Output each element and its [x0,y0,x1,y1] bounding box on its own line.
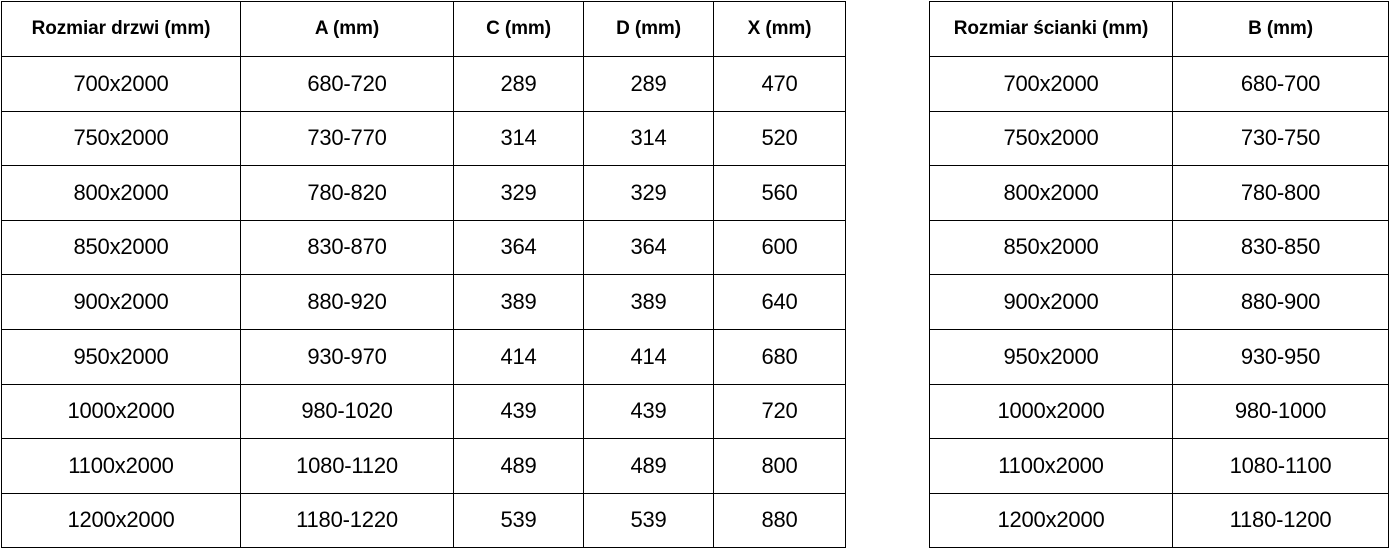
cell-door-size: 950x2000 [1,328,241,385]
column-header-door-size: Rozmiar drzwi (mm) [1,1,241,57]
column-header-b: B (mm) [1172,1,1389,57]
cell-c: 539 [453,492,584,548]
column-header-d: D (mm) [583,1,714,57]
cell-x: 520 [713,110,846,167]
cell-x: 600 [713,219,846,276]
table-row: 1200x2000 1180-1220 539 539 880 [1,492,846,548]
cell-b: 880-900 [1172,274,1389,330]
table-row: 1100x2000 1080-1120 489 489 800 [1,438,846,494]
cell-wall-size: 950x2000 [929,328,1173,385]
wall-table-body: 700x2000 680-700 750x2000 730-750 800x20… [929,56,1389,548]
doors-size-table: Rozmiar drzwi (mm) A (mm) C (mm) D (mm) … [1,1,846,548]
cell-a: 730-770 [240,110,454,167]
table-row: 800x2000 780-820 329 329 560 [1,165,846,221]
cell-door-size: 1200x2000 [1,492,241,548]
doors-table-body: 700x2000 680-720 289 289 470 750x2000 73… [1,56,846,548]
cell-a: 830-870 [240,219,454,276]
cell-a: 1180-1220 [240,492,454,548]
cell-door-size: 750x2000 [1,110,241,167]
cell-a: 980-1020 [240,383,454,440]
cell-b: 680-700 [1172,56,1389,112]
cell-c: 329 [453,165,584,221]
table-row: 700x2000 680-700 [929,56,1389,112]
cell-wall-size: 900x2000 [929,274,1173,330]
cell-x: 720 [713,383,846,440]
column-header-wall-size: Rozmiar ścianki (mm) [929,1,1173,57]
table-row: 850x2000 830-870 364 364 600 [1,219,846,276]
column-header-a: A (mm) [240,1,454,57]
cell-x: 880 [713,492,846,548]
cell-wall-size: 1000x2000 [929,383,1173,440]
cell-wall-size: 750x2000 [929,110,1173,167]
cell-c: 364 [453,219,584,276]
table-row: 1000x2000 980-1020 439 439 720 [1,383,846,440]
cell-b: 1080-1100 [1172,438,1389,494]
cell-b: 830-850 [1172,219,1389,276]
table-row: 800x2000 780-800 [929,165,1389,221]
cell-c: 314 [453,110,584,167]
cell-wall-size: 800x2000 [929,165,1173,221]
cell-a: 780-820 [240,165,454,221]
cell-d: 289 [583,56,714,112]
cell-d: 489 [583,438,714,494]
cell-b: 730-750 [1172,110,1389,167]
cell-a: 680-720 [240,56,454,112]
cell-door-size: 800x2000 [1,165,241,221]
cell-x: 470 [713,56,846,112]
wall-table-header: Rozmiar ścianki (mm) B (mm) [929,1,1389,57]
cell-d: 539 [583,492,714,548]
wall-panel-size-table: Rozmiar ścianki (mm) B (mm) 700x2000 680… [929,1,1389,548]
table-row: 750x2000 730-770 314 314 520 [1,110,846,167]
cell-wall-size: 700x2000 [929,56,1173,112]
cell-door-size: 850x2000 [1,219,241,276]
cell-wall-size: 850x2000 [929,219,1173,276]
cell-a: 1080-1120 [240,438,454,494]
table-row: 1200x2000 1180-1200 [929,492,1389,548]
cell-door-size: 900x2000 [1,274,241,330]
cell-c: 439 [453,383,584,440]
table-row: 950x2000 930-950 [929,328,1389,385]
cell-c: 389 [453,274,584,330]
table-row: 700x2000 680-720 289 289 470 [1,56,846,112]
cell-d: 414 [583,328,714,385]
cell-door-size: 1100x2000 [1,438,241,494]
cell-a: 880-920 [240,274,454,330]
cell-d: 439 [583,383,714,440]
cell-a: 930-970 [240,328,454,385]
column-header-x: X (mm) [713,1,846,57]
table-row: 750x2000 730-750 [929,110,1389,167]
cell-d: 314 [583,110,714,167]
cell-b: 930-950 [1172,328,1389,385]
cell-b: 1180-1200 [1172,492,1389,548]
table-row: 1100x2000 1080-1100 [929,438,1389,494]
cell-wall-size: 1100x2000 [929,438,1173,494]
table-row: 900x2000 880-920 389 389 640 [1,274,846,330]
cell-wall-size: 1200x2000 [929,492,1173,548]
cell-x: 560 [713,165,846,221]
cell-d: 389 [583,274,714,330]
cell-door-size: 700x2000 [1,56,241,112]
cell-d: 364 [583,219,714,276]
cell-c: 489 [453,438,584,494]
cell-door-size: 1000x2000 [1,383,241,440]
cell-b: 980-1000 [1172,383,1389,440]
table-header-row: Rozmiar ścianki (mm) B (mm) [929,1,1389,57]
table-row: 950x2000 930-970 414 414 680 [1,328,846,385]
cell-x: 800 [713,438,846,494]
cell-b: 780-800 [1172,165,1389,221]
cell-x: 680 [713,328,846,385]
cell-d: 329 [583,165,714,221]
cell-c: 289 [453,56,584,112]
table-row: 1000x2000 980-1000 [929,383,1389,440]
cell-x: 640 [713,274,846,330]
table-row: 900x2000 880-900 [929,274,1389,330]
table-row: 850x2000 830-850 [929,219,1389,276]
table-header-row: Rozmiar drzwi (mm) A (mm) C (mm) D (mm) … [1,1,846,57]
doors-table-header: Rozmiar drzwi (mm) A (mm) C (mm) D (mm) … [1,1,846,57]
cell-c: 414 [453,328,584,385]
column-header-c: C (mm) [453,1,584,57]
